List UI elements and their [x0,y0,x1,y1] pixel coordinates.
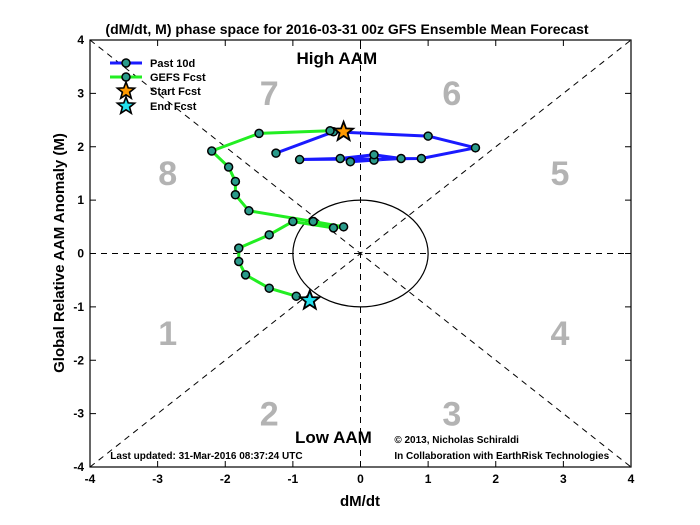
x-axis-label: dM/dt [340,493,380,510]
phase-number-5: 5 [551,155,570,193]
gefs-fcst-point [244,206,254,216]
x-tick-label: -2 [220,472,231,486]
gefs-fcst-point [230,176,241,187]
y-tick-label: -4 [73,460,84,474]
phase-number-4: 4 [551,315,570,353]
y-tick-label: 0 [77,247,84,261]
legend-fcst-label: GEFS Fcst [150,72,206,84]
low-aam-label: Low AAM [295,428,372,447]
x-tick-label: 1 [425,472,432,486]
past-10d-point [423,131,433,141]
x-tick-label: -1 [288,472,299,486]
past-10d-point [335,153,345,164]
phase-number-7: 7 [260,75,279,113]
gefs-fcst-point [328,223,339,233]
past-10d-point [294,154,305,165]
y-tick-label: 2 [77,140,84,154]
gefs-fcst-point [206,146,217,156]
past-10d-point [345,156,356,167]
legend-past-label: Past 10d [150,58,195,70]
gefs-fcst-point [308,216,318,227]
y-tick-label: -1 [73,300,84,314]
x-tick-label: 0 [357,472,364,486]
past-10d-point [470,143,481,153]
y-tick-label: -2 [73,353,84,367]
gefs-fcst-point [223,162,234,172]
gefs-fcst-point [240,270,251,280]
phase-number-1: 1 [158,315,177,353]
gefs-fcst-point [291,291,302,301]
phase-number-8: 8 [158,155,177,193]
gefs-fcst-point [230,190,241,200]
phase-number-6: 6 [442,75,461,113]
gefs-fcst-point [288,216,298,227]
gefs-fcst-point [254,128,264,139]
legend-past-marker [121,58,131,68]
y-axis-label: Global Relative AAM Anomaly (M) [51,133,68,373]
x-tick-label: -3 [152,472,163,486]
phase-number-2: 2 [260,395,279,433]
y-tick-label: -3 [73,407,84,421]
plot-area: -4 -3 -2 -1 0 1 2 3 4 -4 -3 -2 -1 0 1 2 3 4 1 2 3 4 5 6 7 8 High A… [73,33,634,486]
x-tick-label: 2 [492,472,499,486]
x-tick-label: -4 [85,472,96,486]
x-tick-label: 3 [560,472,567,486]
gefs-fcst-point [264,230,274,240]
gefs-fcst-point [234,256,244,267]
gefs-fcst-point [325,125,335,136]
past-10d-point [396,153,406,164]
collaboration-text: In Collaboration with EarthRisk Technolo… [394,451,609,462]
chart-title: (dM/dt, M) phase space for 2016-03-31 00… [105,21,588,37]
x-tick-label: 4 [628,472,635,486]
last-updated-text: Last updated: 31-Mar-2016 08:37:24 UTC [110,451,302,462]
past-10d-point [271,148,281,158]
legend-end-star [115,94,137,116]
start-fcst-star [331,119,356,142]
end-fcst-star [297,287,322,311]
gefs-fcst-point [234,243,244,253]
gefs-fcst-point [338,222,349,232]
legend-start-label: Start Fcst [150,86,201,98]
past-10d-point [416,153,427,164]
legend-end-label: End Fcst [150,101,197,113]
diagonal-line-falling [89,39,632,468]
past-10d-point [369,150,379,160]
gefs-fcst-point [264,283,274,293]
unit-circle [292,199,429,308]
y-tick-label: 3 [77,86,84,100]
y-tick-label: 1 [77,193,84,207]
y-tick-label: 4 [77,33,84,47]
phase-number-3: 3 [442,395,461,433]
high-aam-label: High AAM [297,49,378,68]
copyright-text: © 2013, Nicholas Schiraldi [394,435,519,446]
